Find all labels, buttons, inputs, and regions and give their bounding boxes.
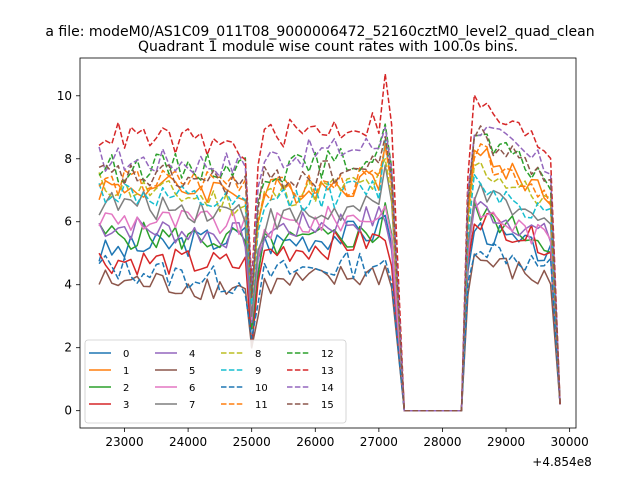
x-tick-label: 29000 bbox=[487, 435, 525, 449]
legend-label-5: 5 bbox=[189, 366, 195, 377]
y-tick-label: 4 bbox=[64, 278, 72, 292]
legend-label-14: 14 bbox=[321, 383, 334, 394]
series-line-0 bbox=[98, 214, 561, 412]
x-tick-label: 30000 bbox=[551, 435, 589, 449]
y-axis: 0 2 4 6 8 10 bbox=[57, 89, 80, 418]
plot-frame bbox=[79, 57, 577, 429]
legend-label-9: 9 bbox=[255, 366, 261, 377]
legend-label-4: 4 bbox=[189, 349, 195, 360]
x-tick-label: 25000 bbox=[233, 435, 271, 449]
x-tick-label: 23000 bbox=[105, 435, 143, 449]
series-line-5 bbox=[98, 253, 561, 412]
series-line-7 bbox=[98, 164, 561, 412]
x-tick-label: 26000 bbox=[296, 435, 334, 449]
y-tick-label: 6 bbox=[64, 215, 72, 229]
series-line-11 bbox=[98, 143, 561, 412]
legend-label-13: 13 bbox=[321, 366, 334, 377]
series-line-12 bbox=[98, 123, 561, 412]
chart-title: Quadrant 1 module wise count rates with … bbox=[138, 39, 518, 55]
y-tick-label: 10 bbox=[57, 89, 72, 103]
y-tick-label: 8 bbox=[64, 152, 72, 166]
series-line-6 bbox=[98, 196, 561, 412]
series-line-10 bbox=[98, 242, 561, 412]
y-tick-label: 2 bbox=[64, 341, 72, 355]
series-line-9 bbox=[98, 139, 561, 412]
legend-label-10: 10 bbox=[255, 383, 268, 394]
legend-box bbox=[84, 339, 347, 424]
legend-label-8: 8 bbox=[255, 349, 261, 360]
x-tick-label: 24000 bbox=[169, 435, 207, 449]
legend-label-0: 0 bbox=[123, 349, 129, 360]
series-line-13 bbox=[98, 72, 561, 412]
legend-label-2: 2 bbox=[123, 383, 129, 394]
figure-suptitle: a file: modeM0/AS1C09_011T08_9000006472_… bbox=[45, 24, 594, 40]
series-line-14 bbox=[98, 125, 561, 412]
x-offset-label: +4.854e8 bbox=[532, 455, 591, 469]
series-line-4 bbox=[98, 200, 561, 412]
y-tick-label: 0 bbox=[64, 404, 72, 418]
legend-label-6: 6 bbox=[189, 383, 195, 394]
series-line-8 bbox=[98, 158, 561, 412]
legend-label-15: 15 bbox=[321, 400, 334, 411]
legend-label-12: 12 bbox=[321, 349, 334, 360]
legend-label-11: 11 bbox=[255, 400, 268, 411]
legend-label-1: 1 bbox=[123, 366, 129, 377]
x-axis: 23000 24000 25000 26000 27000 28000 29000 30000 bbox=[105, 428, 589, 449]
legend-label-3: 3 bbox=[123, 400, 129, 411]
x-tick-label: 28000 bbox=[423, 435, 461, 449]
series-line-15 bbox=[98, 125, 561, 412]
series-lines bbox=[98, 72, 561, 412]
legend-label-7: 7 bbox=[189, 400, 195, 411]
x-tick-label: 27000 bbox=[360, 435, 398, 449]
